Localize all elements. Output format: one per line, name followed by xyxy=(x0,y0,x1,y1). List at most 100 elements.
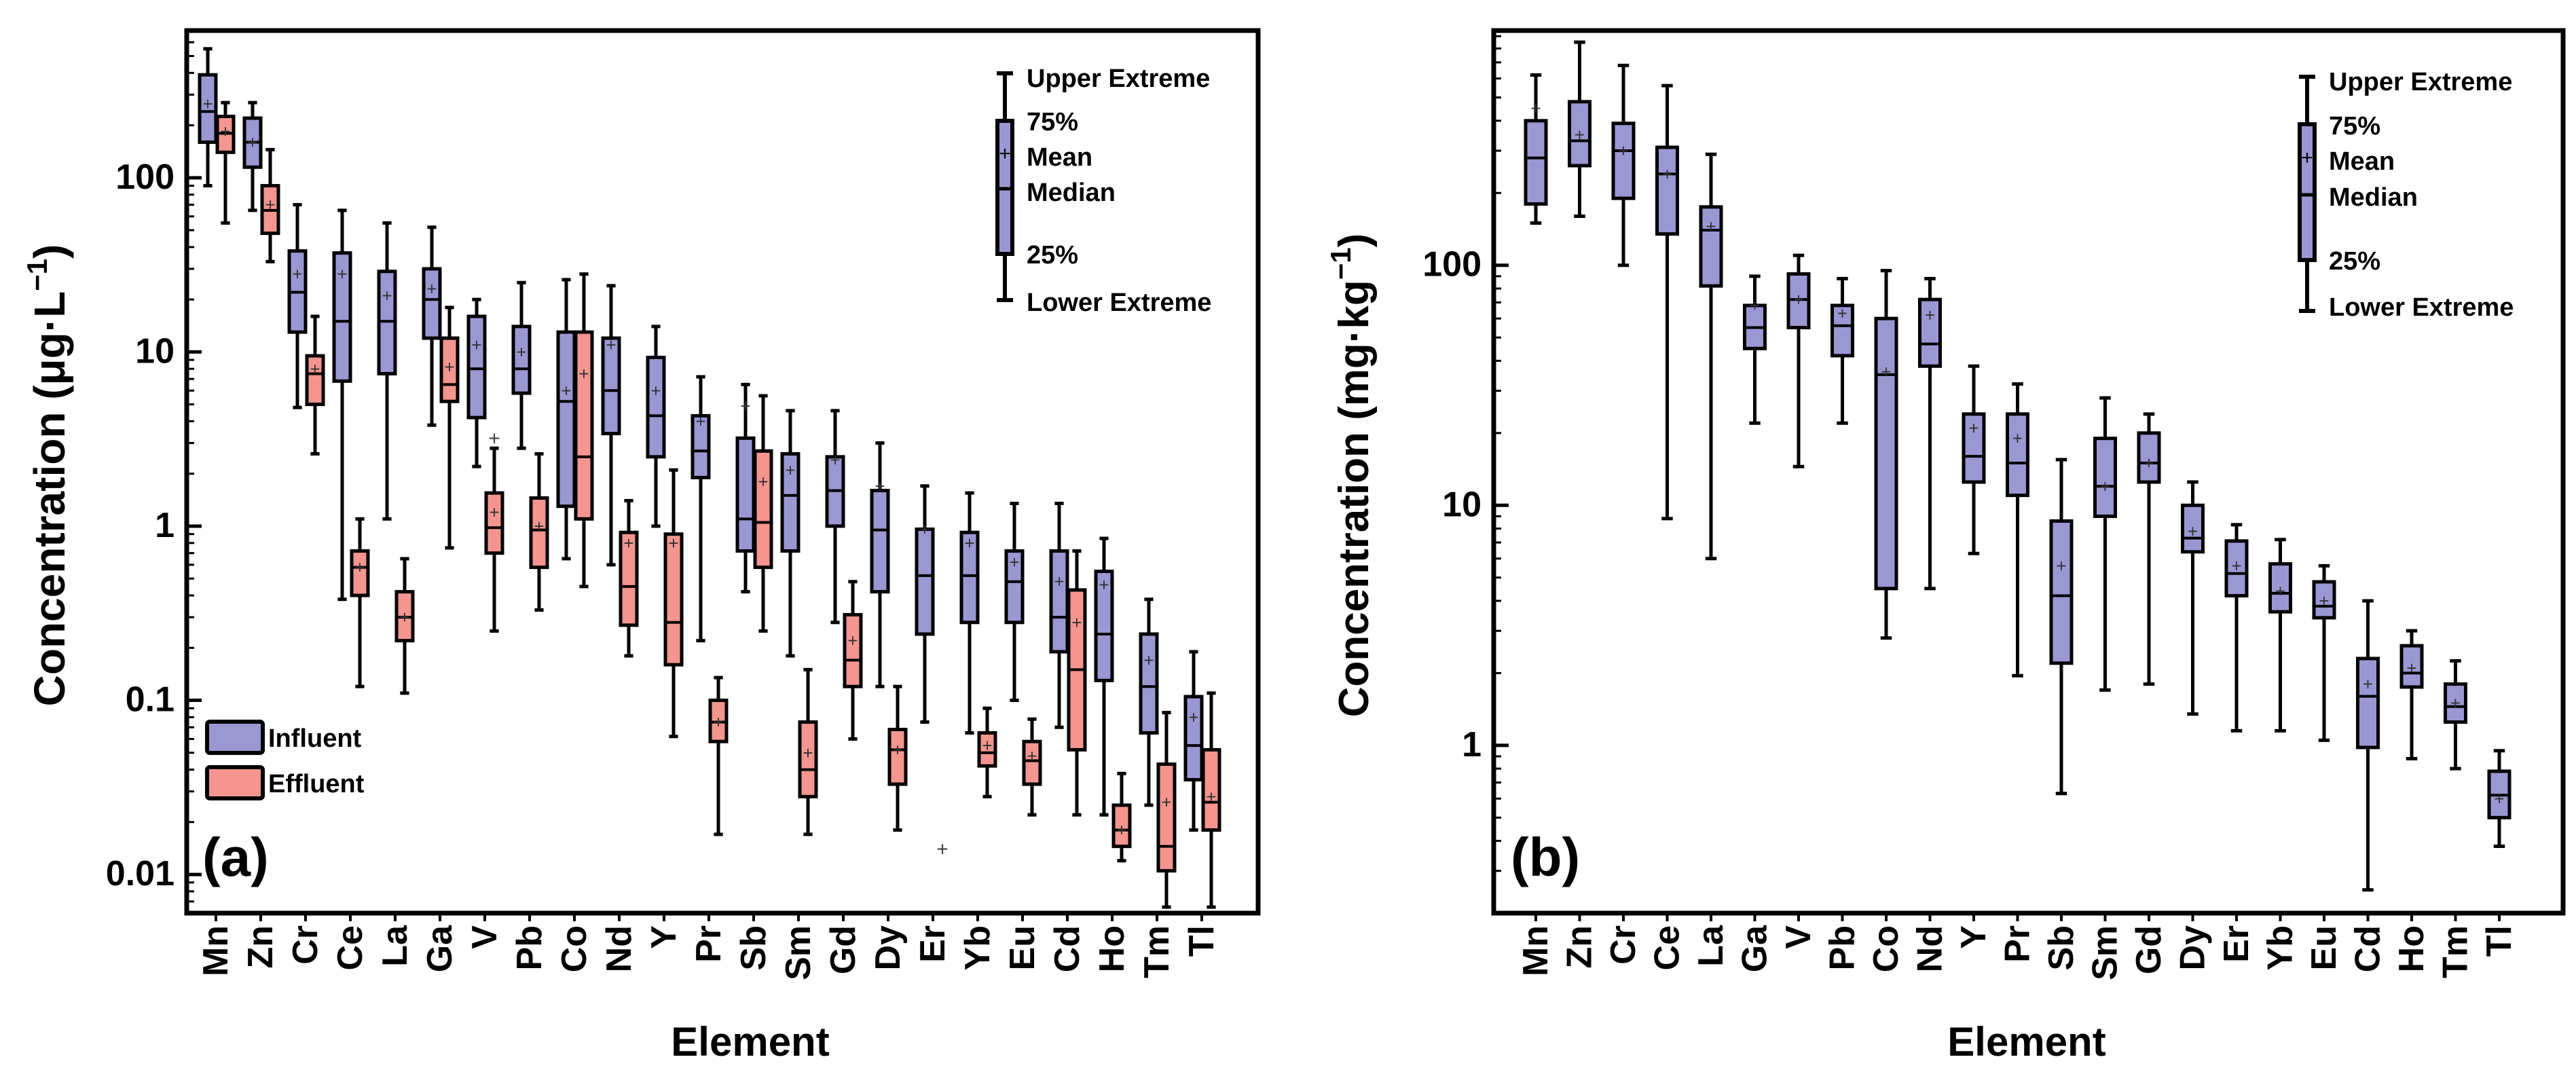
box-a-effluent-La-mean: + xyxy=(399,607,409,627)
box-key-a-lower-extreme: Lower Extreme xyxy=(1027,289,1211,317)
box-a-effluent-Sb: + xyxy=(753,394,773,633)
box-b-sediment-Ho: + xyxy=(2399,629,2424,760)
box-b-sediment-Ce-iqr xyxy=(1655,145,1679,236)
box-b-sediment-Sb-mean: + xyxy=(2056,555,2066,576)
box-a-influent-Y: + xyxy=(646,325,666,528)
box-a-influent-Tl: + xyxy=(1183,650,1204,832)
box-b-sediment-Sm-mean: + xyxy=(2100,476,2110,496)
box-a-effluent-Sm-mean: + xyxy=(803,743,813,763)
box-b-sediment-Co: + xyxy=(1874,269,1898,640)
box-a-influent-Eu-mean: + xyxy=(1009,552,1019,572)
box-a-effluent-Ce: + xyxy=(350,517,370,688)
y-tick-label-a-2: 1 xyxy=(155,506,174,545)
box-b-sediment-Tl-mean: + xyxy=(2494,788,2504,809)
box-a-influent-Nd-mean: + xyxy=(606,335,616,355)
box-key-a-q3: 75% xyxy=(1027,108,1078,136)
box-b-sediment-Tm-mean: + xyxy=(2450,693,2461,714)
box-a-effluent-Ho-mean: + xyxy=(1116,820,1126,840)
box-a-effluent-Sm: + xyxy=(798,667,818,836)
y-axis-title-b-prefix: Concentration (mg·kg xyxy=(1331,280,1378,717)
box-a-influent-V-iqr xyxy=(466,314,487,420)
x-tick-label-a-Yb: Yb xyxy=(958,925,997,970)
box-a-influent-Yb: + xyxy=(959,491,980,735)
box-b-sediment-La-mean: + xyxy=(1706,217,1716,237)
box-a-effluent-Co-iqr xyxy=(574,330,594,521)
box-a-effluent-Zn-mean: + xyxy=(265,195,275,215)
x-tick-label-a-Ga: Ga xyxy=(420,925,460,972)
box-b-sediment-Ga-mean: + xyxy=(1750,295,1760,316)
box-b-sediment-Gd: + xyxy=(2137,412,2161,686)
box-a-effluent-Sb-mean: + xyxy=(758,471,768,492)
box-a-influent-Ho-mean: + xyxy=(1099,574,1109,595)
x-tick-label-b-Ga: Ga xyxy=(1735,925,1775,972)
box-key-b-lower-extreme: Lower Extreme xyxy=(2329,293,2514,322)
box-key-b-mean-mark: + xyxy=(2301,147,2313,169)
box-a-effluent-V-outlier-0: + xyxy=(488,427,500,449)
panel-a: +++ ++ ++ +++++++ ++++++ ++++++++++++++ ++++++… xyxy=(21,28,1261,1065)
box-a-influent-Y-iqr xyxy=(646,355,666,459)
box-a-effluent-Co: + xyxy=(574,272,594,589)
box-b-sediment-Ho-iqr xyxy=(2399,644,2424,689)
box-a-influent-Er-mean: + xyxy=(919,519,930,540)
box-a-effluent-La: + xyxy=(394,557,415,695)
box-a-effluent-V-mean: + xyxy=(489,502,499,523)
box-a-effluent-Y-mean: + xyxy=(668,533,678,553)
box-a-influent-Ho: + xyxy=(1094,536,1114,817)
y-axis-title-a-exponent: −1 xyxy=(21,259,53,291)
box-a-influent-Eu: + xyxy=(1004,502,1025,703)
box-a-influent-Eu-iqr xyxy=(1004,549,1025,625)
box-b-sediment-Zn-mean: + xyxy=(1575,124,1585,145)
box-b-sediment-Nd: + xyxy=(1918,276,1942,591)
box-b-sediment-Pr-mean: + xyxy=(2012,428,2023,449)
x-axis-ticks-a: Mn Zn Cr Ce La Ga V Pb Co Nd Y Pr Sb Sm Gd Dy Er Yb Eu Cd Ho… xyxy=(196,913,1221,980)
box-b-sediment-Cd-iqr xyxy=(2356,657,2380,750)
box-a-influent-Tm: + xyxy=(1139,597,1159,807)
x-tick-label-b-Zn: Zn xyxy=(1560,925,1600,969)
x-tick-label-b-Y: Y xyxy=(1954,925,1993,949)
legend-swatch-effluent xyxy=(205,765,265,800)
series-legend-a: Influent Effluent xyxy=(205,720,365,800)
box-a-effluent-Gd-mean: + xyxy=(847,631,858,651)
box-a-influent-Yb-mean: + xyxy=(964,533,974,553)
y-tick-label-a-1: 0.1 xyxy=(126,680,174,720)
box-b-sediment-Eu: + xyxy=(2312,563,2336,742)
box-a-influent-Mn-iqr xyxy=(198,73,218,144)
x-tick-label-a-Ce: Ce xyxy=(331,925,370,970)
box-a-effluent-Dy-iqr xyxy=(887,727,908,786)
box-b-sediment-Er: + xyxy=(2224,523,2249,733)
x-tick-label-a-Zn: Zn xyxy=(241,925,280,969)
box-b-sediment-Eu-mean: + xyxy=(2319,591,2329,611)
box-a-influent-Cd-iqr xyxy=(1049,549,1069,654)
box-b-sediment-Pb-iqr xyxy=(1830,303,1854,358)
box-a-effluent-Dy-mean: + xyxy=(892,739,902,760)
box-b-sediment-V-mean: + xyxy=(1793,289,1803,310)
box-b-sediment-Er-mean: + xyxy=(2231,555,2241,576)
box-a-effluent-Ga: + xyxy=(439,306,460,550)
box-a-effluent-Ga-iqr xyxy=(439,336,460,403)
box-a-influent-Mn: + xyxy=(198,47,218,188)
box-a-effluent-Ce-iqr xyxy=(350,549,370,597)
box-a-influent-Ga: + xyxy=(422,225,442,427)
box-key-b-mean: Mean xyxy=(2329,147,2395,176)
x-tick-label-b-Ce: Ce xyxy=(1648,925,1687,970)
x-tick-label-b-Eu: Eu xyxy=(2304,925,2344,970)
box-a-effluent-Er-outlier-0: + xyxy=(936,838,949,861)
box-b-sediment-La: + xyxy=(1699,152,1723,561)
box-a-influent-Co-mean: + xyxy=(561,380,571,401)
box-a-effluent-Cr-iqr xyxy=(305,354,325,407)
box-a-effluent-Tl-iqr xyxy=(1201,747,1221,832)
box-b-sediment-Dy: + xyxy=(2181,480,2205,716)
box-a-influent-V: + xyxy=(466,297,487,468)
box-b-sediment-Cr-iqr xyxy=(1611,122,1636,200)
box-a-effluent-Er: + xyxy=(936,838,949,861)
box-b-sediment-Pr: + xyxy=(2006,382,2029,678)
box-a-influent-Cd-mean: + xyxy=(1054,572,1064,592)
y-axis-ticks-a: 0.01 0.1 1 10 100 xyxy=(106,41,202,903)
box-a-influent-Ce-iqr xyxy=(332,251,352,383)
box-a-effluent-Ho: + xyxy=(1111,771,1132,863)
box-a-influent-Pr-mean: + xyxy=(695,411,705,431)
x-axis-title-a: Element xyxy=(671,1019,829,1065)
box-a-influent-Ce-mean: + xyxy=(337,264,347,284)
box-b-sediment-Dy-mean: + xyxy=(2188,521,2198,541)
